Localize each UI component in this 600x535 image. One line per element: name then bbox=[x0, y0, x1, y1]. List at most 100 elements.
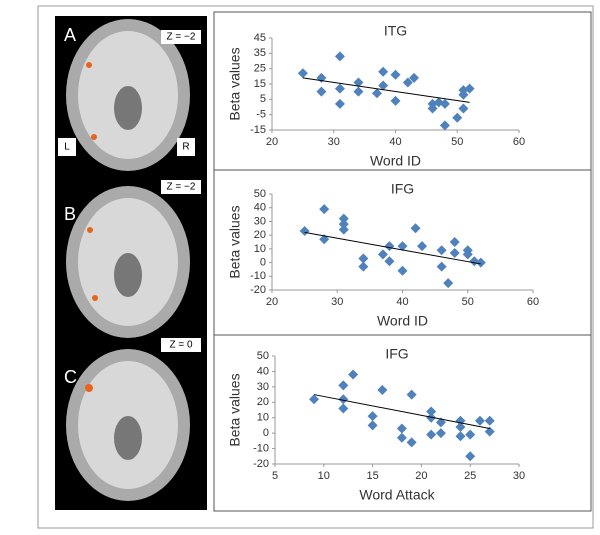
point bbox=[353, 86, 364, 97]
panel-label: B bbox=[64, 204, 76, 224]
point bbox=[338, 394, 349, 405]
chart-title: ITG bbox=[384, 23, 407, 39]
point bbox=[443, 278, 454, 289]
y-tick-label: 15 bbox=[254, 78, 266, 90]
y-axis-title: Beta values bbox=[227, 205, 243, 278]
point bbox=[449, 247, 460, 258]
point bbox=[439, 120, 450, 131]
y-axis-title: Beta values bbox=[227, 373, 243, 446]
point bbox=[334, 51, 345, 62]
x-tick-label: 20 bbox=[415, 470, 427, 482]
point bbox=[439, 98, 450, 109]
point bbox=[299, 226, 310, 237]
chart-frame bbox=[213, 169, 592, 336]
y-tick-label: -10 bbox=[253, 442, 269, 454]
point bbox=[353, 77, 364, 88]
point bbox=[426, 412, 437, 423]
y-tick-label: 40 bbox=[257, 365, 269, 377]
point bbox=[455, 421, 466, 432]
point bbox=[309, 394, 320, 405]
point bbox=[435, 428, 446, 439]
brain-c bbox=[66, 349, 190, 501]
point bbox=[348, 369, 359, 380]
point bbox=[367, 420, 378, 431]
point bbox=[396, 423, 407, 434]
orientation-box bbox=[58, 138, 76, 156]
point bbox=[396, 432, 407, 443]
point bbox=[458, 103, 469, 114]
point bbox=[397, 241, 408, 252]
x-tick-label: 40 bbox=[389, 136, 401, 148]
y-tick-label: 25 bbox=[254, 63, 266, 75]
point bbox=[426, 429, 437, 440]
point bbox=[406, 437, 417, 448]
point bbox=[474, 415, 485, 426]
brain-a bbox=[66, 19, 190, 171]
point bbox=[390, 69, 401, 80]
point bbox=[436, 245, 447, 256]
point bbox=[402, 77, 413, 88]
point bbox=[410, 223, 421, 234]
x-tick-label: 20 bbox=[266, 296, 278, 308]
y-tick-label: 20 bbox=[257, 396, 269, 408]
point bbox=[464, 83, 475, 94]
y-tick-label: 0 bbox=[260, 256, 266, 268]
y-tick-label: 10 bbox=[257, 412, 269, 424]
x-tick-label: 50 bbox=[462, 296, 474, 308]
y-tick-label: 40 bbox=[254, 202, 266, 214]
trend-line bbox=[302, 77, 470, 103]
point bbox=[484, 415, 495, 426]
point bbox=[462, 249, 473, 260]
point bbox=[409, 72, 420, 83]
y-axis-title: Beta values bbox=[227, 47, 243, 120]
point bbox=[378, 66, 389, 77]
point bbox=[367, 411, 378, 422]
y-tick-label: 35 bbox=[254, 47, 266, 59]
point bbox=[338, 219, 349, 230]
y-tick-label: 5 bbox=[260, 93, 266, 105]
point bbox=[427, 103, 438, 114]
point bbox=[455, 431, 466, 442]
y-tick-label: -15 bbox=[250, 124, 266, 136]
y-tick-label: 10 bbox=[254, 243, 266, 255]
point bbox=[417, 241, 428, 252]
point bbox=[384, 241, 395, 252]
z-label: Z = 0 bbox=[169, 340, 193, 351]
x-tick-label: 40 bbox=[396, 296, 408, 308]
point bbox=[377, 384, 388, 395]
point bbox=[465, 451, 476, 462]
x-tick-label: 50 bbox=[451, 136, 463, 148]
y-tick-label: 30 bbox=[257, 381, 269, 393]
z-label: Z = −2 bbox=[167, 32, 196, 43]
z-box bbox=[161, 30, 201, 44]
x-tick-label: 10 bbox=[318, 470, 330, 482]
y-tick-label: -20 bbox=[253, 458, 269, 470]
point bbox=[338, 403, 349, 414]
point bbox=[316, 86, 327, 97]
point bbox=[390, 95, 401, 106]
orientation-box bbox=[177, 138, 195, 156]
y-tick-label: 50 bbox=[254, 188, 266, 200]
y-tick-label: 0 bbox=[263, 427, 269, 439]
x-tick-label: 30 bbox=[328, 136, 340, 148]
chart-title: IFG bbox=[391, 181, 414, 197]
point bbox=[397, 265, 408, 276]
trend-line bbox=[313, 394, 490, 430]
x-tick-label: 15 bbox=[366, 470, 378, 482]
point bbox=[449, 237, 460, 247]
trend-line bbox=[304, 231, 481, 265]
point bbox=[436, 261, 447, 272]
point bbox=[334, 83, 345, 94]
point bbox=[475, 257, 486, 268]
y-tick-label: -10 bbox=[250, 270, 266, 282]
outer-frame bbox=[37, 5, 594, 529]
point bbox=[406, 389, 417, 400]
x-tick-label: 20 bbox=[266, 136, 278, 148]
y-tick-label: -5 bbox=[256, 109, 266, 121]
point bbox=[384, 256, 395, 267]
panel-label: C bbox=[64, 367, 77, 387]
chart-frame bbox=[213, 334, 592, 512]
brain-b bbox=[66, 186, 190, 338]
point bbox=[338, 213, 349, 224]
y-tick-label: 50 bbox=[257, 350, 269, 362]
